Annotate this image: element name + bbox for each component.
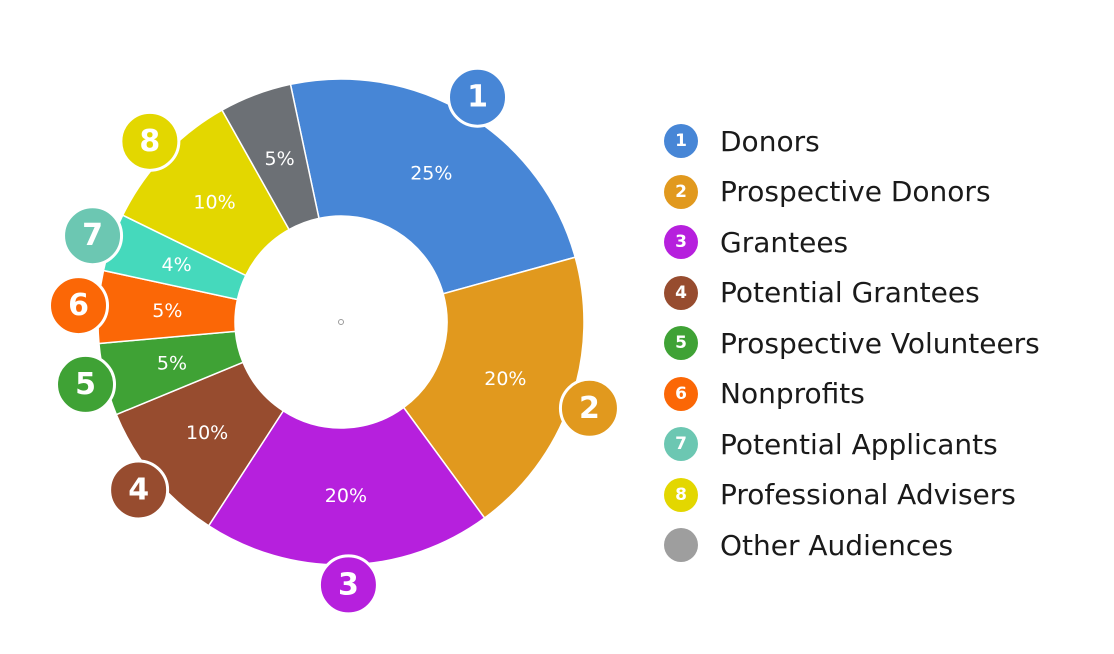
legend-label-3: Grantees	[720, 225, 849, 259]
badge-circle-8	[119, 110, 181, 172]
legend-label-6: Nonprofits	[720, 377, 865, 411]
legend-swatch-2: 2	[664, 174, 698, 209]
slice-value-label-7: 4%	[162, 254, 192, 276]
badge-number-1: 1	[467, 80, 488, 115]
badge-3: 3	[317, 554, 379, 616]
slice-2	[402, 256, 585, 520]
legend-item-5: 5 Prospective Volunteers	[664, 318, 1040, 369]
slice-value-label-9: 5%	[265, 148, 295, 170]
legend-item-1: 1 Donors	[664, 116, 1040, 167]
legend-item-7: 7 Potential Applicants	[664, 419, 1040, 470]
slice-value-label-3: 20%	[325, 485, 367, 507]
legend-swatch-6: 6	[664, 376, 698, 411]
slice-labels-layer: 25% 20% 20% 10% 5% 5% 4% 10% 5%	[152, 148, 526, 507]
badge-number-4: 4	[128, 472, 149, 507]
legend-swatch-9	[664, 528, 698, 563]
legend-label-8: Professional Advisers	[720, 478, 1016, 512]
badge-1: 1	[447, 66, 509, 128]
legend-swatch-1: 1	[664, 124, 698, 159]
badge-circle-3	[317, 554, 379, 616]
badge-4: 4	[108, 459, 170, 521]
badge-8: 8	[119, 110, 181, 172]
slices-layer	[97, 78, 585, 566]
center-dot	[338, 319, 344, 325]
badge-circle-4	[108, 459, 170, 521]
badge-circle-5	[55, 353, 117, 415]
legend-item-6: 6 Nonprofits	[664, 369, 1040, 420]
legend-item-9: Other Audiences	[664, 520, 1040, 571]
badge-7: 7	[62, 205, 124, 267]
badge-circle-1	[447, 66, 509, 128]
badge-number-2: 2	[579, 391, 600, 426]
slice-value-label-5: 5%	[157, 352, 187, 374]
slice-9	[221, 83, 320, 231]
slice-value-label-8: 10%	[193, 191, 235, 213]
legend-swatch-8: 8	[664, 477, 698, 512]
legend-label-4: Potential Grantees	[720, 276, 980, 310]
legend-item-8: 8 Professional Advisers	[664, 470, 1040, 521]
badge-number-8: 8	[139, 124, 160, 159]
legend-item-4: 4 Potential Grantees	[664, 268, 1040, 319]
badge-circle-6	[48, 275, 110, 337]
badge-circle-7	[62, 205, 124, 267]
legend-swatch-7: 7	[664, 427, 698, 462]
legend-item-2: 2 Prospective Donors	[664, 167, 1040, 218]
badge-5: 5	[55, 353, 117, 415]
legend-label-5: Prospective Volunteers	[720, 326, 1040, 360]
badges-layer: 1 2 3 4 5 6 7 8	[48, 66, 620, 616]
legend-label-1: Donors	[720, 124, 820, 158]
legend-label-7: Potential Applicants	[720, 427, 998, 461]
slice-value-label-6: 5%	[152, 300, 182, 322]
legend: 1 Donors 2 Prospective Donors 3 Grantees 4 Pote…	[664, 116, 1040, 571]
slice-3	[207, 406, 486, 566]
badge-number-5: 5	[75, 367, 96, 402]
badge-number-6: 6	[68, 288, 89, 323]
badge-6: 6	[48, 275, 110, 337]
legend-swatch-5: 5	[664, 326, 698, 361]
badge-circle-2	[558, 377, 620, 439]
badge-number-7: 7	[82, 218, 103, 253]
legend-swatch-3: 3	[664, 225, 698, 260]
slice-value-label-4: 10%	[186, 422, 228, 444]
legend-swatch-4: 4	[664, 275, 698, 310]
badge-2: 2	[558, 377, 620, 439]
legend-label-9: Other Audiences	[720, 528, 954, 562]
legend-item-3: 3 Grantees	[664, 217, 1040, 268]
slice-value-label-1: 25%	[410, 162, 452, 184]
legend-label-2: Prospective Donors	[720, 175, 991, 209]
badge-number-3: 3	[338, 567, 359, 602]
slice-value-label-2: 20%	[484, 368, 526, 390]
slice-1	[289, 78, 577, 295]
